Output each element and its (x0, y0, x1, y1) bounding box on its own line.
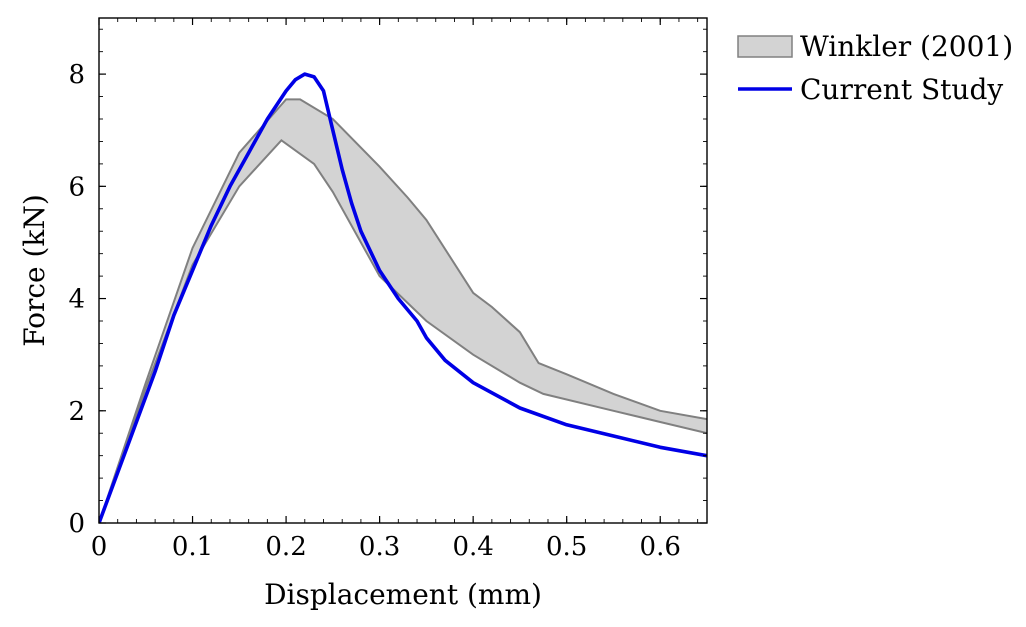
x-tick-label: 0.2 (265, 532, 306, 562)
y-axis-label: Force (kN) (18, 194, 51, 347)
legend-swatch-winkler-2001 (737, 35, 793, 58)
band-winkler-2001-fill (99, 99, 707, 523)
y-tick-label: 4 (68, 285, 85, 315)
x-tick-label: 0.3 (359, 532, 400, 562)
x-tick-label: 0.6 (640, 532, 681, 562)
tick-layer: 0 0.1 0.2 0.3 0.4 0.5 0.6 0 2 4 6 8 (68, 18, 707, 562)
y-tick-label: 0 (68, 509, 85, 539)
x-tick-label: 0.1 (172, 532, 213, 562)
x-axis-label: Displacement (mm) (264, 578, 542, 611)
legend-label-current-study: Current Study (800, 73, 1003, 106)
band-winkler-2001-lower-edge (99, 138, 707, 523)
plot-layer (99, 72, 707, 523)
legend: Winkler (2001) Current Study (737, 30, 1013, 106)
y-tick-label: 8 (68, 60, 85, 90)
y-tick-label: 2 (68, 397, 85, 427)
y-tick-label: 6 (68, 172, 85, 202)
x-tick-label: 0.5 (546, 532, 587, 562)
x-tick-label: 0 (91, 532, 108, 562)
x-tick-label: 0.4 (452, 532, 493, 562)
series-current-study-line (99, 72, 707, 523)
band-winkler-2001-upper-edge (99, 98, 707, 523)
plot-frame (98, 17, 708, 524)
legend-label-winkler-2001: Winkler (2001) (800, 30, 1013, 63)
